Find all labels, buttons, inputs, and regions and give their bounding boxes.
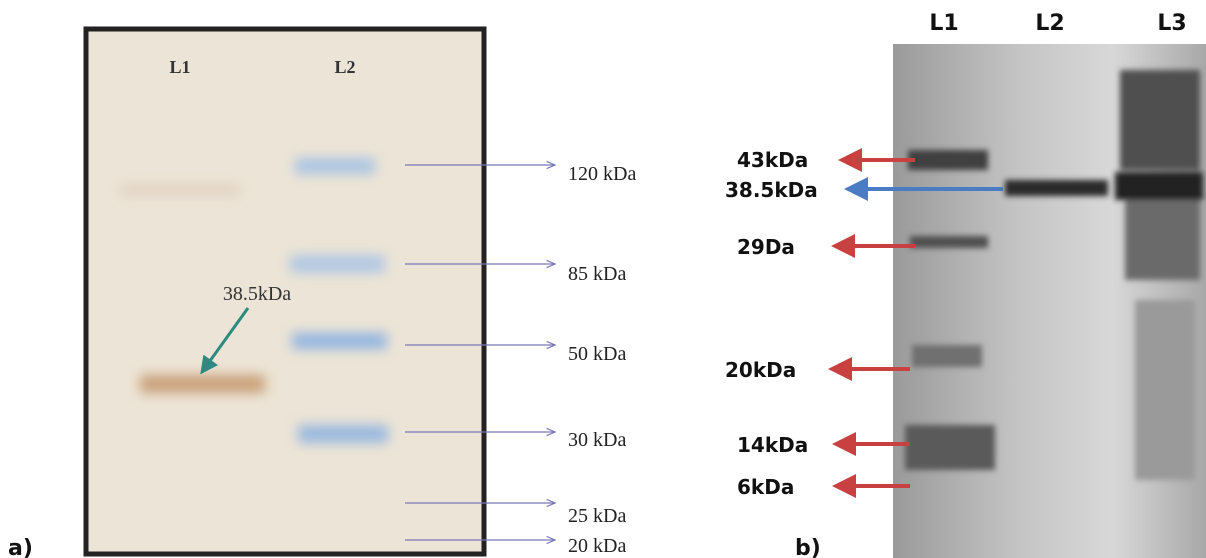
panel-b: L1 L2 L3 43kDa 38.5kDa 29Da 20kDa 14kDa …: [725, 11, 1206, 558]
marker-label: 43kDa: [737, 148, 808, 172]
marker-label: 120 kDa: [568, 163, 636, 185]
figure: L1 L2 38.5kDa 120 kDa 85 kDa 50 kDa 30 k…: [0, 0, 1206, 558]
marker-label: 50 kDa: [568, 343, 626, 365]
marker-label: 20 kDa: [568, 535, 626, 557]
marker-label: 14kDa: [737, 433, 808, 457]
lane-label: L3: [1157, 11, 1186, 36]
marker-label: 85 kDa: [568, 263, 626, 285]
marker-label: 25 kDa: [568, 505, 626, 527]
lane-label: L2: [334, 57, 355, 77]
panel-a: L1 L2 38.5kDa 120 kDa 85 kDa 50 kDa 30 k…: [8, 29, 636, 558]
marker-label: 29Da: [737, 235, 795, 259]
panel-label: a): [8, 536, 33, 558]
marker-label: 38.5kDa: [725, 178, 818, 202]
lane-label: L2: [1035, 11, 1064, 36]
annotation: 38.5kDa: [223, 283, 291, 305]
lane-label: L1: [929, 11, 958, 36]
marker-label: 20kDa: [725, 358, 796, 382]
panel-label: b): [795, 536, 821, 558]
marker-label: 6kDa: [737, 475, 794, 499]
marker-label: 30 kDa: [568, 429, 626, 451]
lane-label: L1: [169, 57, 190, 77]
